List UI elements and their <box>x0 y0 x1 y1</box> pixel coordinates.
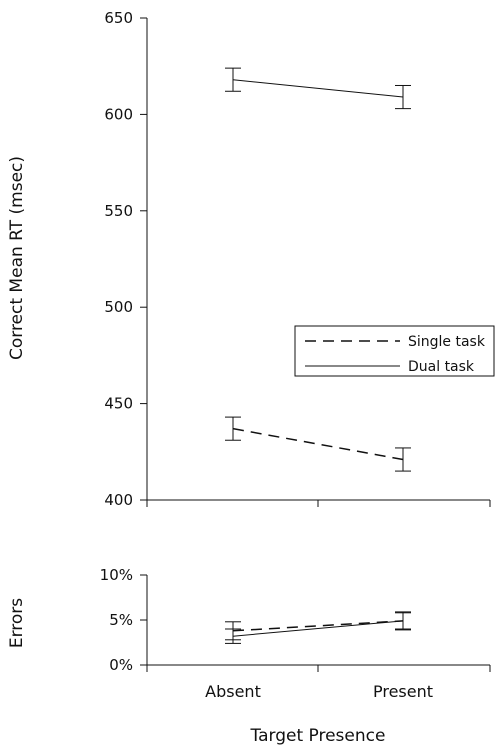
legend: Single task Dual task <box>294 325 495 377</box>
y-tick-label: 0% <box>109 656 133 674</box>
legend-box <box>294 325 495 377</box>
y-tick-label: 450 <box>104 395 133 413</box>
y-tick-label: 10% <box>100 566 133 584</box>
errors-panel: 0% 5% 10% Absent Present <box>100 566 491 701</box>
rt-panel: 400 450 500 550 600 650 <box>104 9 491 509</box>
y-tick-label: 550 <box>104 202 133 220</box>
errors-axis-label: Errors <box>7 598 27 648</box>
single-task-line <box>232 427 404 461</box>
legend-label-dual: Dual task <box>408 359 475 375</box>
y-tick-label: 600 <box>104 105 133 123</box>
single-task-line <box>232 620 404 632</box>
x-axis-title: Target Presence <box>250 726 386 746</box>
y-tick-label: 400 <box>104 491 133 509</box>
legend-label-single: Single task <box>408 334 486 350</box>
dual-task-line <box>232 79 404 98</box>
x-tick-label: Present <box>373 682 433 701</box>
y-tick-label: 500 <box>104 298 133 316</box>
x-tick-label: Absent <box>205 682 261 701</box>
rt-axis-label: Correct Mean RT (msec) <box>7 156 27 360</box>
y-tick-label: 650 <box>104 9 133 27</box>
y-tick-label: 5% <box>109 611 133 629</box>
dual-task-line <box>232 620 404 637</box>
